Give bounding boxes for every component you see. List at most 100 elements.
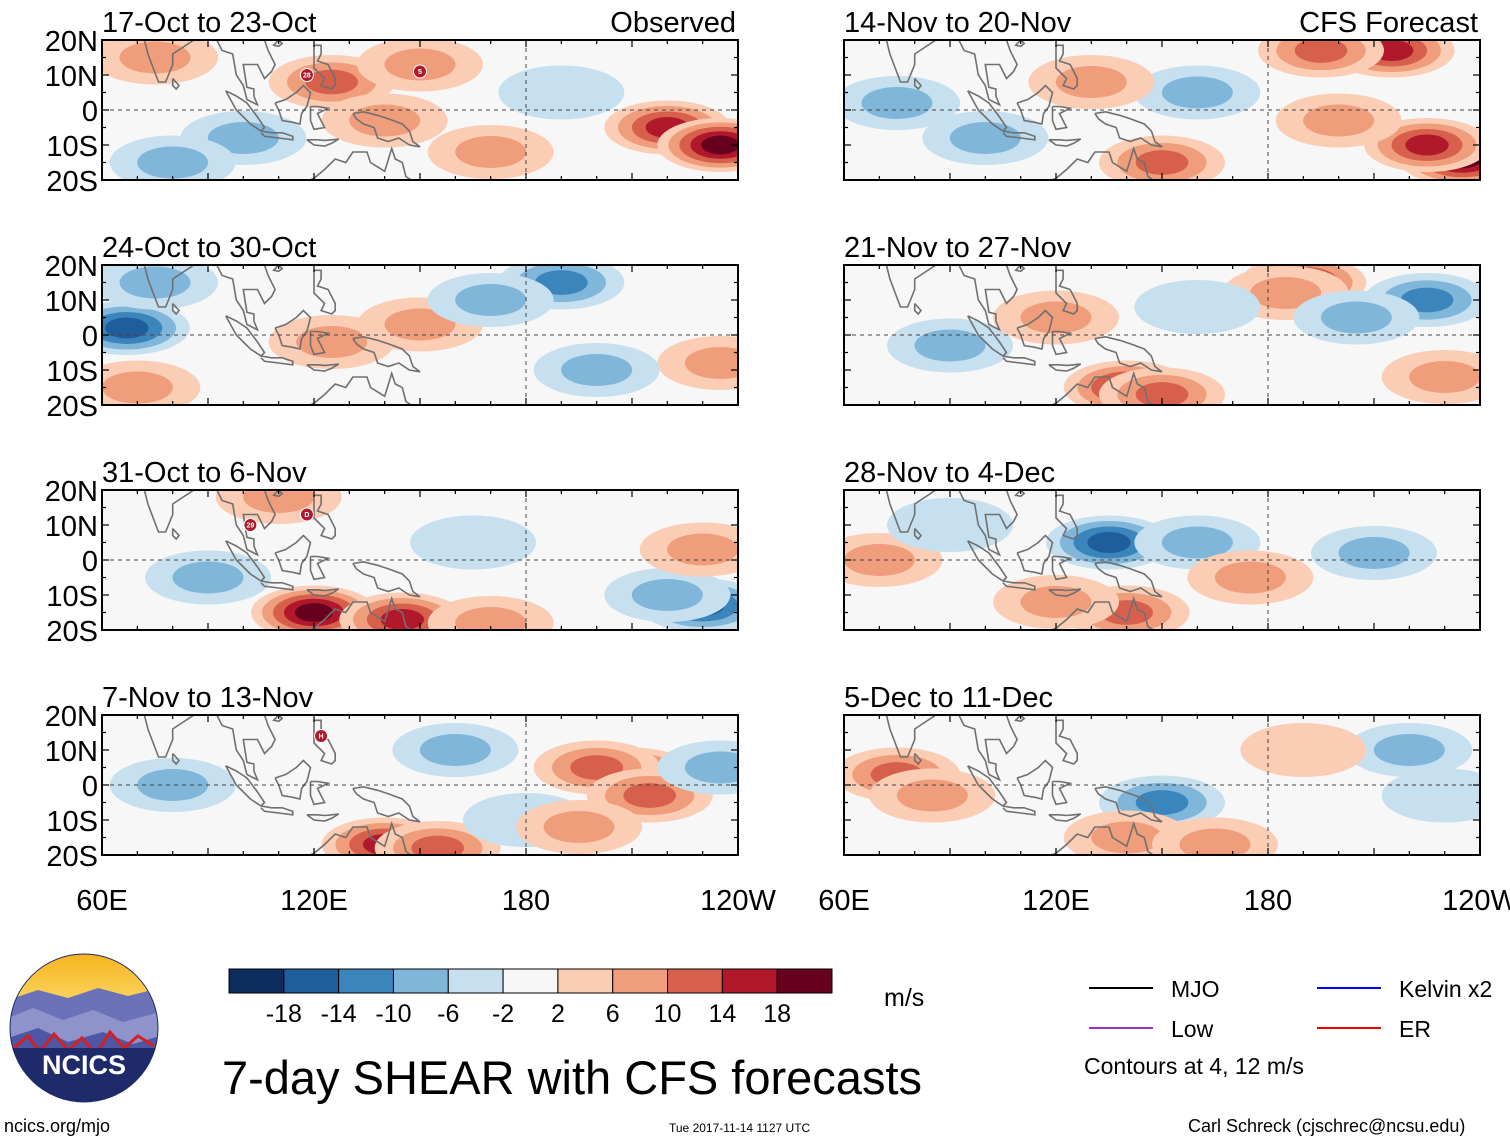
coastline — [957, 265, 1018, 332]
colorbar-box — [612, 968, 669, 994]
coastline — [307, 370, 413, 405]
x-tick-label: 180 — [502, 885, 550, 917]
y-tick-label: 0 — [82, 321, 98, 353]
coastline — [1014, 265, 1026, 273]
colorbar-label: 18 — [763, 1000, 791, 1028]
shear-blob — [1373, 734, 1445, 766]
shear-blob — [296, 326, 368, 358]
panel-p8: 5-Dec to 11-Dec — [843, 682, 1481, 856]
colorbar-box — [338, 968, 394, 994]
coastline — [272, 715, 284, 723]
coastline — [1002, 805, 1036, 816]
shear-blob — [896, 779, 968, 812]
panel-title: 24-Oct to 30-Oct — [102, 232, 316, 264]
colorbar-box — [283, 968, 340, 994]
shear-blob — [455, 136, 527, 168]
chart-title: 7-day SHEAR with CFS forecasts — [222, 1051, 922, 1104]
coastline — [1002, 355, 1036, 366]
shear-blob — [1135, 382, 1189, 405]
colorbar-units: m/s — [884, 984, 925, 1012]
shear-blob — [667, 533, 738, 566]
colorbar-label: -10 — [375, 1000, 411, 1028]
coastline — [306, 138, 340, 147]
shear-blob — [243, 490, 315, 513]
coastline — [1049, 370, 1155, 405]
coastline — [885, 40, 938, 83]
colorbar-label: 10 — [654, 1000, 682, 1028]
shear-field — [844, 490, 1480, 630]
coastline — [1055, 494, 1078, 540]
coastline — [215, 715, 276, 782]
shear-blob — [1409, 361, 1480, 393]
colorbar-label: -14 — [321, 1000, 357, 1028]
x-tick-label: 180 — [1244, 885, 1292, 917]
colorbar-label: 14 — [708, 1000, 736, 1028]
shear-blob — [1134, 280, 1261, 334]
coastline — [1056, 698, 1063, 709]
coastline — [1051, 555, 1073, 581]
coastline — [306, 363, 340, 372]
x-tick-label: 120E — [280, 885, 348, 917]
coastline — [143, 715, 196, 758]
coastline — [1002, 130, 1036, 141]
x-tick-label: 120W — [1442, 885, 1510, 917]
contour-note: Contours at 4, 12 m/s — [1084, 1053, 1304, 1079]
panel-title: 17-Oct to 23-Oct — [102, 7, 316, 39]
y-tick-label: 20N — [45, 701, 98, 733]
shear-blob — [684, 751, 738, 784]
coastline — [313, 44, 336, 90]
shear-blob — [137, 146, 209, 179]
coastline — [957, 40, 1018, 107]
shear-blob — [498, 65, 625, 120]
shear-blob — [455, 607, 527, 630]
colorbar-label: 6 — [606, 1000, 620, 1028]
legend-item: ER — [1317, 1016, 1431, 1042]
storm-marker: H — [314, 729, 329, 743]
coastline — [1048, 813, 1082, 822]
y-tick-label: 20S — [46, 841, 98, 873]
shear-blob — [1135, 150, 1189, 175]
coastline — [966, 765, 1008, 808]
coastline — [1094, 110, 1163, 148]
legend-label: ER — [1399, 1016, 1431, 1042]
shear-blob — [295, 603, 333, 622]
y-tick-label: 10N — [45, 61, 98, 93]
colorbar-label: 2 — [551, 1000, 565, 1028]
shear-field — [844, 265, 1480, 405]
coastline — [306, 813, 340, 822]
footer-timestamp: Tue 2017-11-14 1127 UTC — [669, 1121, 811, 1135]
shear-blob — [137, 769, 209, 801]
legend: MJO Kelvin x2 Low ER — [1089, 976, 1492, 1042]
y-tick-label: 10S — [46, 356, 98, 388]
shear-blob — [543, 811, 615, 843]
y-tick-label: 20S — [46, 166, 98, 198]
y-tick-label: 0 — [82, 771, 98, 803]
storm-marker: 29 — [243, 518, 258, 532]
legend-label: Kelvin x2 — [1399, 976, 1492, 1002]
colorbar: -18 -14 -10 -6 -2 2 6 10 14 18 — [228, 968, 833, 1028]
y-tick-label: 10S — [46, 131, 98, 163]
coastline — [306, 588, 340, 597]
panel-p6: 21-Nov to 27-Nov — [843, 232, 1481, 406]
coastline — [272, 490, 284, 498]
shear-blob — [380, 609, 425, 630]
colorbar-box — [228, 968, 285, 994]
shear-blob — [1381, 768, 1480, 823]
coastline — [272, 265, 284, 273]
coastline — [224, 315, 266, 358]
shear-blob — [384, 308, 456, 341]
coastline — [309, 555, 331, 581]
coastline — [1048, 138, 1082, 147]
colorbar-box — [776, 968, 833, 994]
panel-p5: 14-Nov to 20-Nov CFS Forecast — [843, 7, 1481, 181]
footer-url[interactable]: ncics.org/mjo — [4, 1116, 111, 1136]
coastline — [224, 90, 266, 133]
panel-title: 31-Oct to 6-Nov — [102, 457, 307, 489]
shear-field — [102, 490, 738, 630]
coastline — [260, 130, 294, 141]
coastline — [1014, 40, 1026, 48]
